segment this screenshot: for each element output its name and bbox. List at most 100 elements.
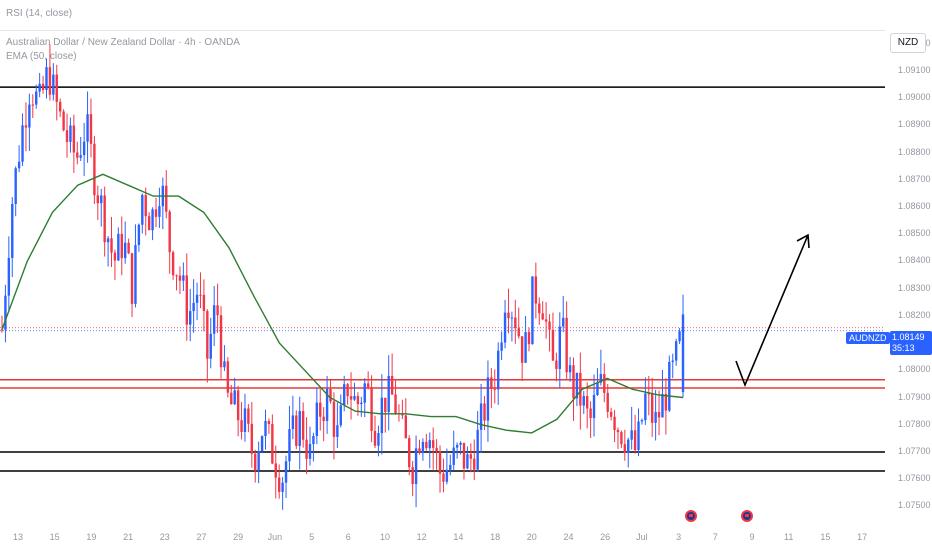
candle-body — [627, 439, 630, 453]
candle-body — [185, 275, 188, 325]
candle-body — [58, 101, 62, 112]
candle-body — [664, 394, 668, 411]
chart-legend: Australian Dollar / New Zealand Dollar ·… — [6, 36, 240, 64]
candle-body — [308, 444, 312, 459]
candle-body — [572, 365, 575, 399]
candle-body — [137, 224, 141, 246]
candle-body — [431, 440, 435, 448]
candle-body — [7, 257, 11, 296]
candle-body — [558, 326, 562, 369]
candle-body — [575, 372, 579, 399]
candle-body — [41, 83, 45, 90]
candle-body — [14, 168, 17, 204]
candle-body — [366, 383, 370, 388]
time-tick-label: 11 — [784, 532, 794, 542]
candle-body — [151, 209, 154, 231]
candle-body — [401, 414, 404, 416]
candle-body — [384, 397, 387, 412]
candle-body — [356, 395, 360, 405]
rsi-pane: RSI (14, close) — [0, 0, 885, 31]
candle-body — [555, 360, 558, 369]
candle-body — [110, 238, 113, 253]
time-axis[interactable]: 13 15 19 21 23 27 29 Jun 5 6 10 12 14 18 20 24 26 Jul 3 7 9 1… — [0, 520, 885, 550]
candle-body — [86, 114, 89, 142]
candle-body — [206, 311, 209, 359]
candle-body — [312, 435, 315, 445]
candle-body — [647, 393, 650, 395]
price-tick-label: 1.08600 — [898, 200, 931, 211]
candle-body — [579, 372, 582, 406]
candle-body — [630, 430, 633, 440]
candle-body — [123, 242, 127, 259]
candle-body — [21, 125, 24, 162]
candle-body — [644, 393, 647, 421]
candle-body — [486, 377, 490, 421]
candle-body — [315, 402, 319, 436]
time-tick-label: 6 — [345, 532, 351, 542]
candle-body — [428, 440, 431, 449]
candle-body — [209, 333, 212, 359]
candle-body — [466, 454, 469, 469]
candle-body — [147, 216, 151, 231]
candle-body — [154, 209, 158, 217]
candle-body — [281, 482, 284, 492]
candle-body — [459, 442, 462, 445]
candle-body — [609, 411, 613, 417]
candle-body — [633, 430, 637, 451]
candle-body — [178, 275, 182, 281]
currency-button[interactable]: NZD — [890, 33, 926, 53]
price-axis[interactable]: 1.092001.091001.090001.089001.088001.087… — [885, 30, 932, 520]
candle-body — [640, 420, 644, 422]
chart-title[interactable]: Australian Dollar / New Zealand Dollar ·… — [6, 37, 240, 48]
candle-body — [89, 114, 93, 144]
candle-body — [411, 467, 414, 485]
australia-flag-icon[interactable] — [685, 510, 697, 522]
candle-body — [520, 336, 524, 363]
candle-body — [541, 313, 544, 320]
candle-body — [534, 276, 538, 304]
time-tick-label: 17 — [857, 532, 868, 542]
ema-label[interactable]: EMA (50, close) — [6, 51, 77, 62]
price-tick-label: 1.07700 — [898, 445, 931, 456]
time-tick-label: 26 — [600, 532, 611, 542]
candle-body — [171, 252, 175, 276]
symbol-tag: AUDNZD — [846, 332, 890, 344]
time-tick-label: 20 — [526, 532, 537, 542]
candle-body — [596, 382, 599, 395]
candle-body — [4, 295, 7, 330]
candle-body — [551, 329, 555, 361]
candle-body — [442, 473, 445, 482]
price-tick-label: 1.09000 — [898, 92, 931, 103]
price-tick-label: 1.08000 — [898, 364, 931, 375]
candle-body — [339, 405, 342, 426]
price-tick-label: 1.07800 — [898, 418, 931, 429]
candle-body — [421, 441, 425, 453]
candle-body — [332, 401, 336, 437]
candle-body — [223, 361, 226, 368]
candle-body — [322, 416, 325, 421]
candle-body — [69, 125, 72, 142]
candle-body — [199, 294, 202, 296]
candle-body — [425, 441, 428, 449]
candle-body — [616, 430, 620, 433]
candle-body — [668, 361, 671, 411]
candle-body — [271, 423, 274, 464]
candle-body — [195, 294, 199, 303]
australia-flag-icon[interactable] — [741, 510, 753, 522]
candle-body — [117, 233, 120, 261]
time-tick-label: 13 — [12, 532, 24, 542]
candle-body — [267, 420, 271, 424]
candle-body — [503, 312, 507, 343]
candle-body — [189, 311, 192, 325]
candle-body — [637, 421, 640, 451]
candle-body — [96, 195, 100, 204]
candle-body — [127, 242, 130, 254]
price-tick-label: 1.08300 — [898, 282, 931, 293]
candle-body — [260, 436, 264, 452]
candle-body — [295, 415, 298, 446]
price-chart[interactable] — [0, 30, 885, 520]
candle-body — [38, 83, 41, 92]
candle-body — [651, 393, 654, 423]
candle-body — [93, 143, 96, 196]
candle-body — [476, 429, 479, 470]
